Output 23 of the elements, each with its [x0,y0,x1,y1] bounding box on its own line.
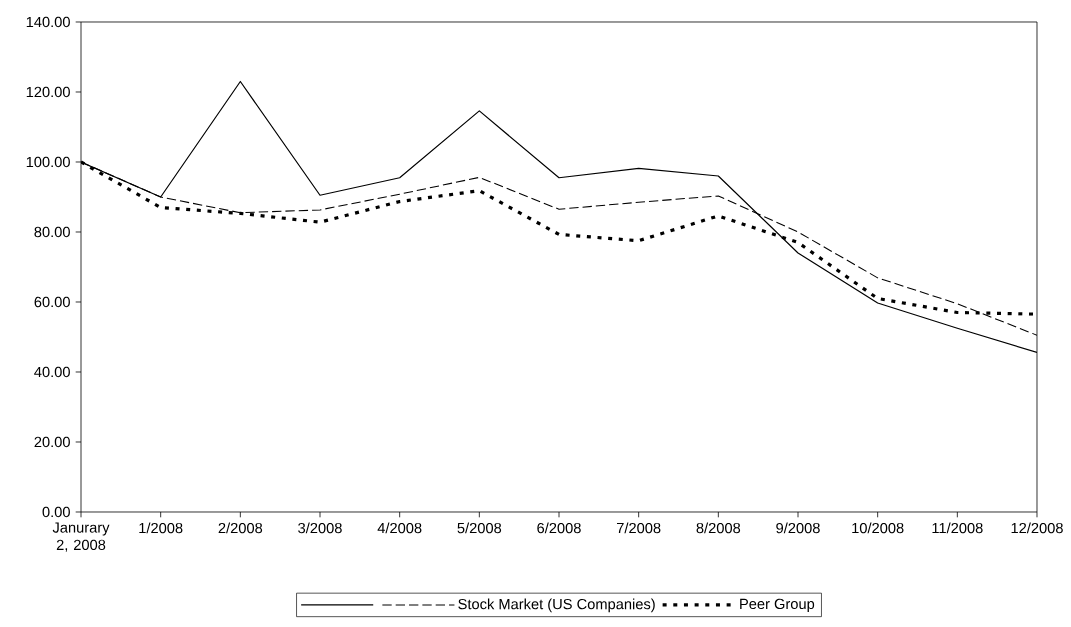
legend-label: Peer Group [740,598,815,612]
x-tick-label: 5/2008 [457,522,502,534]
y-tick-label: 20.00 [34,436,70,448]
x-tick-label: Janurary 2, 2008 [52,522,110,552]
y-tick-label: 0.00 [42,506,70,518]
x-tick-label: 3/2008 [298,522,342,534]
y-tick-label: 100.00 [26,156,70,168]
x-tick-label: 11/2008 [932,522,983,534]
x-tick-label: 4/2008 [377,522,422,534]
y-tick-label: 60.00 [34,296,70,308]
x-tick-label: 7/2008 [616,522,661,534]
x-tick-label: 8/2008 [696,522,741,534]
y-tick-label: 140.00 [26,16,70,28]
x-tick-label: 2/2008 [218,522,263,534]
y-tick-label: 80.00 [34,226,70,238]
x-tick-label: 6/2008 [537,522,581,534]
y-tick-label: 120.00 [26,86,70,98]
x-tick-label: 1/2008 [139,522,183,534]
x-tick-label: 10/2008 [852,522,904,534]
x-tick-label: 9/2008 [776,522,820,534]
legend-label: Stock Market (US Companies) [458,598,655,613]
x-tick-label: 12/2008 [1011,522,1063,534]
y-tick-label: 40.00 [34,366,70,378]
